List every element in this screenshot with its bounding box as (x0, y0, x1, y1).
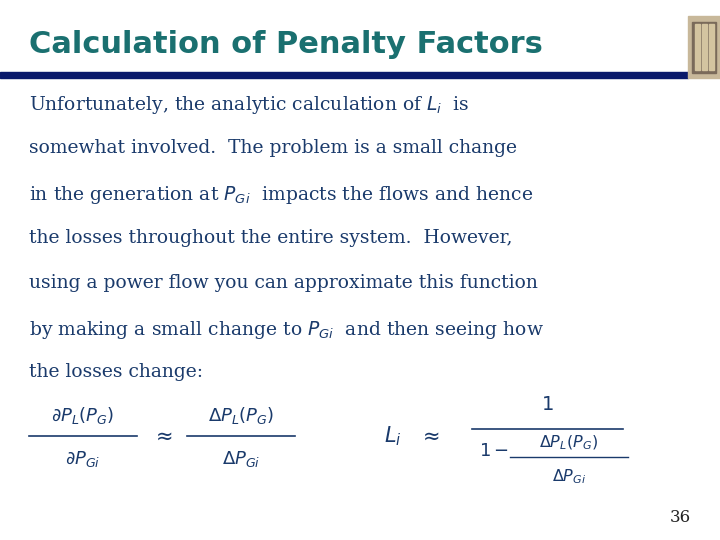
Text: the losses throughout the entire system.  However,: the losses throughout the entire system.… (29, 229, 513, 247)
Text: $\Delta P_{Gi}$: $\Delta P_{Gi}$ (552, 468, 586, 486)
Text: $\Delta P_L(P_G)$: $\Delta P_L(P_G)$ (208, 406, 274, 426)
Text: in the generation at $P_{Gi}$  impacts the flows and hence: in the generation at $P_{Gi}$ impacts th… (29, 184, 534, 206)
Text: $\approx$: $\approx$ (151, 426, 173, 445)
Text: $\Delta P_{Gi}$: $\Delta P_{Gi}$ (222, 449, 261, 469)
Text: Unfortunately, the analytic calculation of $L_i$  is: Unfortunately, the analytic calculation … (29, 94, 469, 117)
Text: $\approx$: $\approx$ (418, 426, 439, 445)
Text: $\partial P_L(P_G)$: $\partial P_L(P_G)$ (51, 406, 114, 426)
Text: using a power flow you can approximate this function: using a power flow you can approximate t… (29, 274, 538, 292)
Text: Calculation of Penalty Factors: Calculation of Penalty Factors (29, 30, 543, 59)
Text: somewhat involved.  The problem is a small change: somewhat involved. The problem is a smal… (29, 139, 517, 157)
Text: $\Delta P_L(P_G)$: $\Delta P_L(P_G)$ (539, 434, 598, 452)
Text: $L_i$: $L_i$ (384, 424, 401, 448)
Text: 36: 36 (670, 510, 691, 526)
Text: $1-$: $1-$ (479, 442, 509, 460)
Text: $\partial P_{Gi}$: $\partial P_{Gi}$ (65, 449, 101, 469)
Text: the losses change:: the losses change: (29, 363, 203, 381)
Text: $1$: $1$ (541, 396, 554, 414)
Text: by making a small change to $P_{Gi}$  and then seeing how: by making a small change to $P_{Gi}$ and… (29, 319, 544, 341)
